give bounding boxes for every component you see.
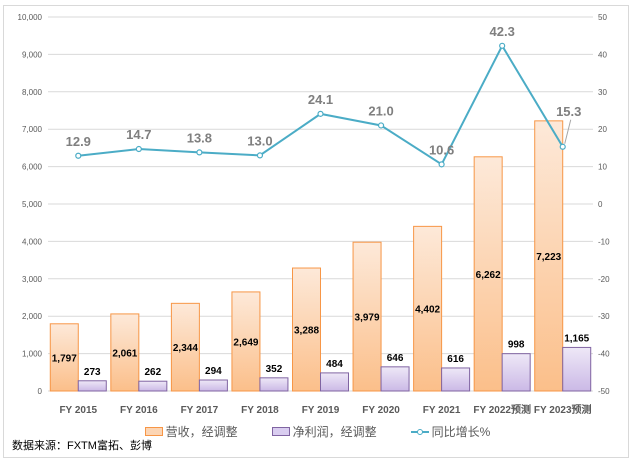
legend: 营收，经调整 净利润，经调整 同比增长% — [0, 423, 635, 440]
y2-tick-label: -30 — [598, 312, 610, 321]
net-profit-data-label: 484 — [326, 359, 343, 370]
y-tick-label: 5,000 — [22, 200, 43, 209]
y-tick-label: 8,000 — [22, 88, 43, 97]
growth-point — [438, 161, 445, 168]
net-profit-bar — [320, 372, 349, 392]
growth-point — [317, 110, 324, 117]
y2-tick-label: 40 — [598, 50, 607, 59]
x-tick-label: FY 2015 — [59, 405, 97, 416]
x-tick-label: FY 2021 — [423, 405, 461, 416]
revenue-data-label: 3,979 — [355, 313, 380, 324]
data-source-note: 数据来源：FXTM富拓、彭博 — [12, 440, 152, 452]
y-tick-label: 3,000 — [22, 275, 43, 284]
y2-tick-label: -50 — [598, 387, 610, 396]
growth-point — [75, 152, 82, 159]
growth-data-label: 13.8 — [187, 130, 212, 145]
y2-tick-label: 50 — [598, 13, 607, 22]
net-profit-data-label: 273 — [84, 367, 101, 378]
growth-data-label: 15.3 — [556, 104, 581, 119]
legend-swatch-growth — [410, 428, 429, 435]
y2-tick-label: -10 — [598, 237, 610, 246]
legend-item-revenue: 营收，经调整 — [144, 423, 238, 440]
growth-data-label: 10.6 — [429, 142, 454, 157]
growth-point — [135, 145, 142, 153]
revenue-bar — [110, 313, 140, 392]
x-tick-label: FY 2022预测 — [473, 403, 531, 416]
y-tick-label: 4,000 — [22, 237, 43, 246]
y2-tick-label: 20 — [598, 125, 607, 134]
x-tick-label: FY 2017 — [181, 405, 219, 416]
revenue-bar — [473, 156, 503, 392]
net-profit-bar — [138, 380, 168, 392]
revenue-bar — [170, 302, 200, 392]
revenue-data-label: 2,061 — [112, 348, 137, 359]
net-profit-bar — [562, 346, 592, 392]
revenue-data-label: 6,262 — [476, 270, 501, 281]
y2-tick-label: 0 — [598, 200, 603, 209]
label-leader-line — [564, 119, 572, 144]
revenue-data-label: 3,288 — [294, 326, 319, 337]
net-profit-data-label: 998 — [508, 340, 525, 351]
revenue-data-label: 2,344 — [173, 343, 198, 354]
revenue-bar — [534, 120, 564, 392]
x-tick-label: FY 2020 — [362, 405, 400, 416]
y2-tick-label: -40 — [598, 350, 610, 359]
legend-label: 营收，经调整 — [165, 425, 238, 439]
legend-item-net-profit: 净利润，经调整 — [271, 423, 377, 440]
y2-tick-label: -20 — [598, 275, 610, 284]
net-profit-bar — [259, 377, 289, 392]
growth-data-label: 12.9 — [66, 134, 91, 149]
net-profit-data-label: 294 — [205, 366, 222, 377]
y-tick-label: 0 — [38, 387, 43, 396]
revenue-data-label: 1,797 — [52, 353, 77, 364]
legend-swatch-net-profit — [271, 427, 290, 436]
net-profit-data-label: 1,165 — [564, 333, 589, 344]
growth-point — [377, 122, 385, 129]
net-profit-data-label: 616 — [447, 354, 464, 365]
revenue-bar — [231, 291, 261, 392]
legend-label: 净利润，经调整 — [292, 425, 377, 439]
net-profit-bar — [501, 353, 531, 392]
growth-data-label: 13.0 — [247, 133, 272, 148]
y-tick-label: 10,000 — [18, 13, 43, 22]
y2-tick-label: 30 — [598, 88, 607, 97]
x-tick-label: FY 2016 — [120, 405, 158, 416]
growth-point — [559, 143, 566, 150]
revenue-data-label: 7,223 — [536, 252, 561, 263]
net-profit-data-label: 352 — [266, 364, 283, 375]
y-tick-label: 6,000 — [22, 163, 43, 172]
net-profit-bar — [441, 367, 471, 392]
x-tick-label: FY 2023预测 — [534, 403, 592, 416]
growth-data-label: 14.7 — [126, 127, 151, 142]
revenue-data-label: 4,402 — [415, 305, 440, 316]
growth-point — [499, 42, 506, 49]
net-profit-bar — [198, 379, 228, 392]
x-tick-label: FY 2019 — [302, 405, 340, 416]
revenue-bar — [49, 323, 79, 392]
revenue-bar — [292, 267, 321, 392]
revenue-data-label: 2,649 — [233, 337, 258, 348]
x-tick-label: FY 2018 — [241, 405, 279, 416]
y2-tick-label: 10 — [598, 163, 607, 172]
legend-item-growth: 同比增长% — [410, 423, 491, 440]
legend-swatch-revenue — [144, 427, 163, 436]
growth-point — [256, 152, 264, 159]
net-profit-bar — [77, 380, 107, 392]
y-tick-label: 2,000 — [22, 312, 43, 321]
chart-frame — [3, 5, 629, 458]
growth-point — [196, 149, 203, 156]
net-profit-bar — [380, 366, 410, 392]
net-profit-data-label: 646 — [387, 353, 404, 364]
legend-label: 同比增长% — [431, 425, 491, 439]
y-tick-label: 7,000 — [22, 125, 43, 134]
y-tick-label: 9,000 — [22, 50, 43, 59]
net-profit-data-label: 262 — [144, 367, 161, 378]
y-tick-label: 1,000 — [22, 350, 43, 359]
revenue-bar — [352, 241, 382, 392]
growth-data-label: 21.0 — [368, 103, 393, 118]
growth-data-label: 24.1 — [308, 92, 333, 107]
revenue-bar — [413, 225, 443, 392]
growth-data-label: 42.3 — [490, 24, 515, 39]
